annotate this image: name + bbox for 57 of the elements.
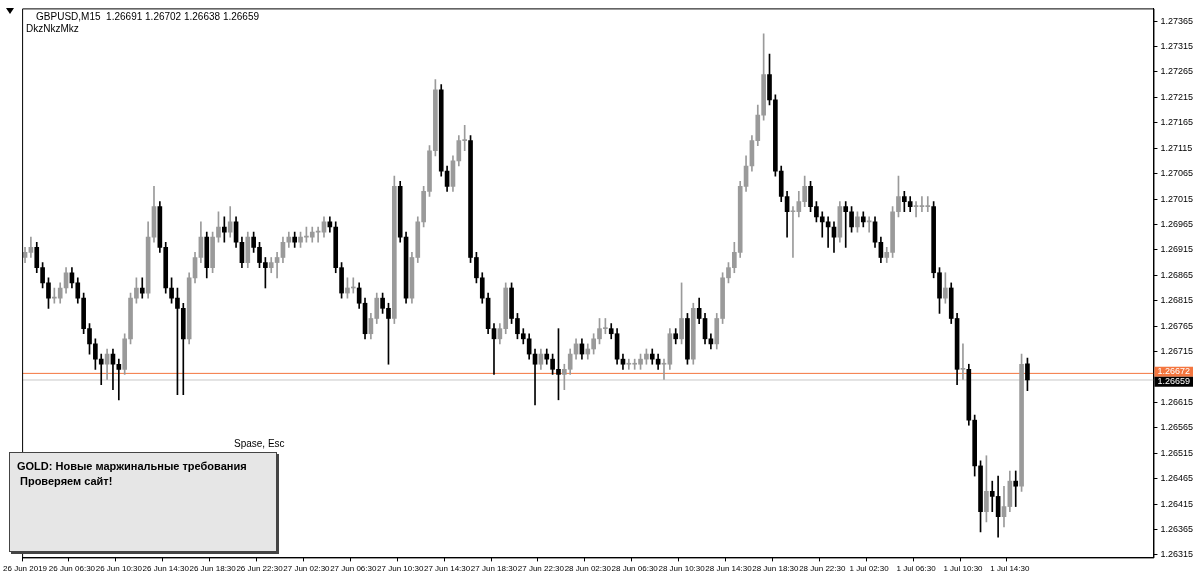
y-tick-label: 1.27165 <box>1160 117 1194 128</box>
y-tick-label: 1.27015 <box>1160 193 1194 204</box>
x-tick-label: 28 Jun 02:30 <box>564 564 612 574</box>
y-tick-label: 1.26465 <box>1160 473 1194 484</box>
y-tick-label: 1.27065 <box>1160 168 1194 179</box>
y-tick-label: 1.26515 <box>1160 447 1194 458</box>
y-tick-label: 1.26865 <box>1160 269 1194 280</box>
x-tick-label: 27 Jun 14:30 <box>423 564 471 574</box>
x-tick-label: 1 Jul 14:30 <box>990 564 1030 574</box>
x-tick-label: 28 Jun 10:30 <box>658 564 706 574</box>
x-tick-label: 27 Jun 02:30 <box>283 564 331 574</box>
y-tick-label: 1.26565 <box>1160 422 1194 433</box>
y-tick-label: 1.26915 <box>1160 244 1194 255</box>
x-tick-label: 27 Jun 18:30 <box>470 564 518 574</box>
y-tick-label: 1.27315 <box>1160 41 1194 52</box>
x-tick-label: 28 Jun 06:30 <box>611 564 659 574</box>
y-tick-label: 1.27365 <box>1160 15 1194 26</box>
y-tick-label: 1.26365 <box>1160 523 1194 534</box>
y-tick-label: 1.26615 <box>1160 396 1194 407</box>
x-tick-label: 27 Jun 06:30 <box>330 564 377 574</box>
x-tick-label: 27 Jun 10:30 <box>377 564 424 574</box>
ref-line-label: 1.26672 <box>1157 366 1191 377</box>
candlestick <box>661 358 667 380</box>
x-tick-label: 28 Jun 14:30 <box>705 564 753 574</box>
x-tick-label: 28 Jun 22:30 <box>799 564 846 574</box>
y-tick-label: 1.27215 <box>1160 91 1194 102</box>
x-tick-label: 26 Jun 10:30 <box>95 564 143 574</box>
ref-line-label: 1.26659 <box>1157 376 1191 387</box>
message-box: GOLD: Новые маржинальные требования Проверяем сайт! <box>9 452 277 552</box>
x-tick-label: 1 Jul 02:30 <box>849 564 890 574</box>
y-tick-label: 1.26415 <box>1160 498 1194 509</box>
candlestick <box>139 277 145 299</box>
candlestick <box>913 201 919 218</box>
candlestick <box>1013 470 1019 507</box>
x-tick-label: 27 Jun 22:30 <box>517 564 565 574</box>
annotation: GOLD: Новые маржинальные требования <box>17 460 248 472</box>
x-tick-label: 1 Jul 10:30 <box>943 564 984 574</box>
y-tick-label: 1.26965 <box>1160 218 1194 229</box>
candlestick <box>98 353 104 385</box>
x-tick-label: 26 Jun 2019 <box>3 564 48 574</box>
y-tick-label: 1.27115 <box>1160 142 1193 153</box>
y-tick-label: 1.27265 <box>1160 66 1194 77</box>
x-tick-label: 26 Jun 06:30 <box>48 564 96 574</box>
annotation: Spase, Esc <box>234 438 285 449</box>
x-tick-label: 26 Jun 22:30 <box>236 564 284 574</box>
x-tick-label: 28 Jun 18:30 <box>752 564 800 574</box>
chart-title: GBPUSD,M15 1.26691 1.26702 1.26638 1.26659 <box>36 11 260 23</box>
text: DkzNkzMkz <box>26 23 79 35</box>
x-tick-label: 26 Jun 14:30 <box>142 564 190 574</box>
y-tick-label: 1.26315 <box>1160 549 1194 560</box>
y-tick-label: 1.26715 <box>1160 346 1194 357</box>
x-tick-label: 26 Jun 18:30 <box>189 564 237 574</box>
x-tick-label: 1 Jul 06:30 <box>896 564 937 574</box>
annotation: Проверяем сайт! <box>19 475 114 487</box>
y-tick-label: 1.26815 <box>1160 295 1194 306</box>
candlestick <box>960 343 966 380</box>
y-tick-label: 1.26765 <box>1160 320 1194 331</box>
